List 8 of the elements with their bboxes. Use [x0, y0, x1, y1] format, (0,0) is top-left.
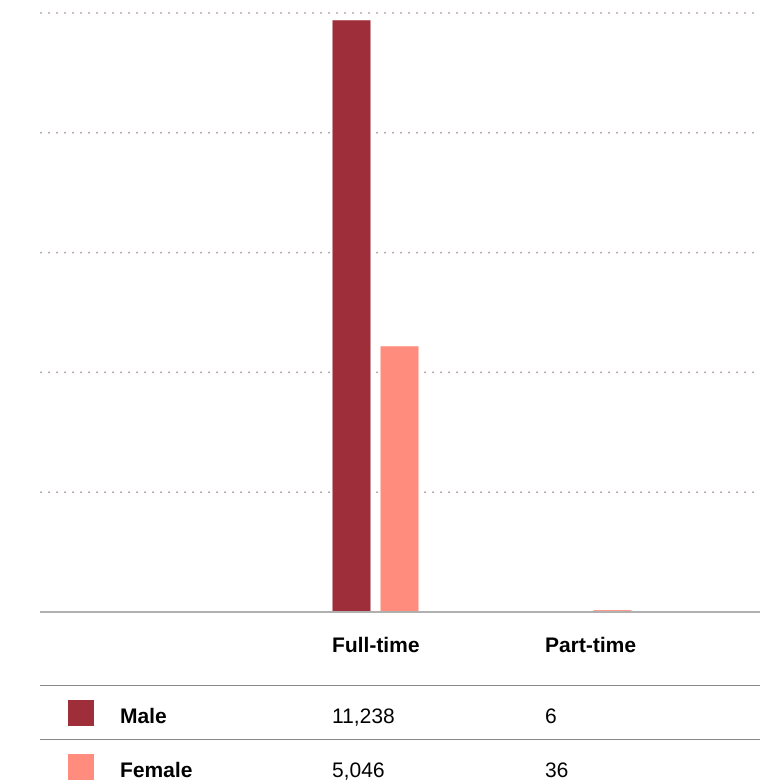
data-label: 5,046: [332, 759, 385, 783]
legend-label: Female: [120, 759, 192, 783]
x-tick-label: Part-time: [545, 634, 636, 657]
legend-label: Male: [120, 705, 167, 729]
data-label: 11,238: [332, 705, 395, 729]
data-label: 6: [545, 705, 557, 729]
data-label: 36: [545, 759, 568, 783]
x-tick-label: Full-time: [332, 634, 420, 657]
